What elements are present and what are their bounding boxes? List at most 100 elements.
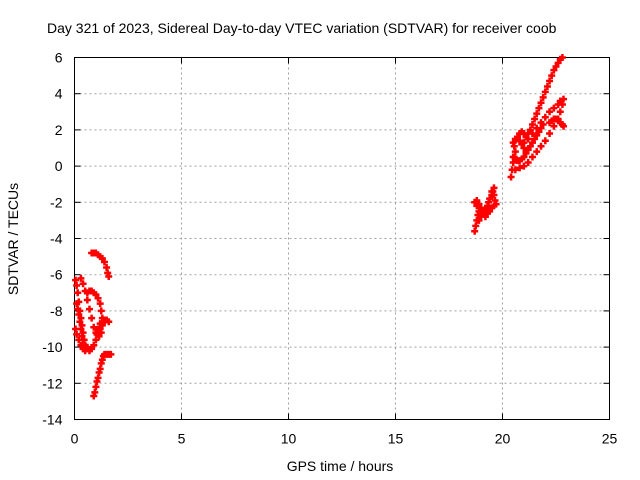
data-point	[554, 101, 562, 109]
data-point	[488, 187, 496, 195]
data-point	[100, 258, 108, 266]
data-point	[490, 184, 498, 192]
data-point	[533, 148, 541, 156]
data-point	[98, 314, 106, 322]
data-point	[96, 300, 104, 308]
data-point	[107, 350, 115, 358]
data-point	[85, 305, 93, 313]
x-tick-label: 5	[178, 431, 186, 447]
data-point	[535, 104, 543, 112]
data-point	[528, 130, 536, 138]
x-tick-label: 20	[495, 431, 511, 447]
data-point	[79, 280, 87, 288]
y-tick-label: 4	[55, 86, 63, 102]
data-point	[556, 97, 564, 105]
data-point	[524, 135, 532, 143]
y-tick-label: -4	[50, 231, 63, 247]
data-point	[75, 311, 83, 319]
data-point	[88, 314, 96, 322]
data-point	[105, 273, 113, 281]
y-tick-label: 0	[55, 158, 63, 174]
y-tick-label: -2	[50, 194, 63, 210]
data-point	[94, 294, 102, 302]
data-point	[546, 108, 554, 116]
data-point	[526, 126, 534, 134]
y-tick-label: -8	[50, 303, 63, 319]
data-point	[559, 122, 567, 130]
data-point	[490, 191, 498, 199]
data-point	[546, 130, 554, 138]
data-point	[516, 137, 524, 145]
y-tick-label: 6	[55, 50, 63, 66]
data-point	[79, 339, 87, 347]
data-point	[548, 72, 556, 80]
data-point	[77, 274, 85, 282]
data-point	[526, 142, 534, 150]
data-point	[90, 341, 98, 349]
data-point	[516, 164, 524, 172]
data-point	[535, 128, 543, 136]
data-point	[528, 120, 536, 128]
data-point	[541, 137, 549, 145]
data-point	[524, 146, 532, 154]
x-tick-label: 25	[602, 431, 618, 447]
data-point	[554, 59, 562, 67]
data-point	[550, 104, 558, 112]
data-point	[537, 119, 545, 127]
data-point	[74, 289, 82, 297]
data-point	[520, 139, 528, 147]
data-point	[552, 63, 560, 71]
data-point	[477, 204, 485, 212]
data-point	[543, 82, 551, 90]
data-point	[524, 158, 532, 166]
x-tick-label: 15	[388, 431, 404, 447]
data-point	[473, 196, 481, 204]
data-point	[486, 195, 494, 203]
data-point	[77, 325, 85, 333]
data-point	[88, 345, 96, 353]
data-point	[81, 347, 89, 355]
data-point	[507, 173, 515, 181]
data-point	[531, 115, 539, 123]
data-point	[533, 124, 541, 132]
y-tick-label: -14	[42, 412, 62, 428]
y-tick-label: -12	[42, 375, 62, 391]
data-point	[550, 66, 558, 74]
data-point	[541, 113, 549, 121]
data-point	[537, 142, 545, 150]
data-point	[528, 139, 536, 147]
data-point	[558, 54, 566, 61]
data-point	[550, 122, 558, 130]
x-tick-label: 10	[281, 431, 297, 447]
data-point	[98, 254, 106, 262]
data-point	[556, 108, 564, 116]
grid-lines	[74, 57, 610, 420]
data-point	[531, 135, 539, 143]
data-point	[97, 307, 105, 315]
data-point	[73, 282, 81, 290]
data-point	[528, 153, 536, 161]
data-point	[105, 318, 113, 326]
data-point	[83, 343, 91, 351]
data-point	[533, 131, 541, 139]
x-tick-labels: 0 5 10 15 20 25	[71, 431, 618, 447]
data-point	[520, 162, 528, 170]
data-point	[522, 149, 530, 157]
data-point	[546, 77, 554, 85]
data-point	[539, 93, 547, 101]
data-point	[78, 332, 86, 340]
data-point	[92, 291, 100, 299]
y-tick-label: 2	[55, 122, 63, 138]
data-point	[533, 110, 541, 118]
x-tick-label: 0	[71, 431, 79, 447]
data-point	[537, 99, 545, 107]
x-axis-label: GPS time / hours	[287, 458, 394, 474]
y-tick-labels: -14 -12 -10 -8 -6 -4 -2 0 2 4 6	[42, 50, 62, 428]
axis-ticks	[74, 57, 610, 420]
data-point	[475, 216, 483, 224]
data-point	[83, 296, 91, 304]
data-point	[509, 139, 517, 147]
data-point	[97, 329, 105, 337]
data-point	[511, 166, 519, 174]
y-axis-label: SDTVAR / TECUs	[5, 183, 21, 295]
